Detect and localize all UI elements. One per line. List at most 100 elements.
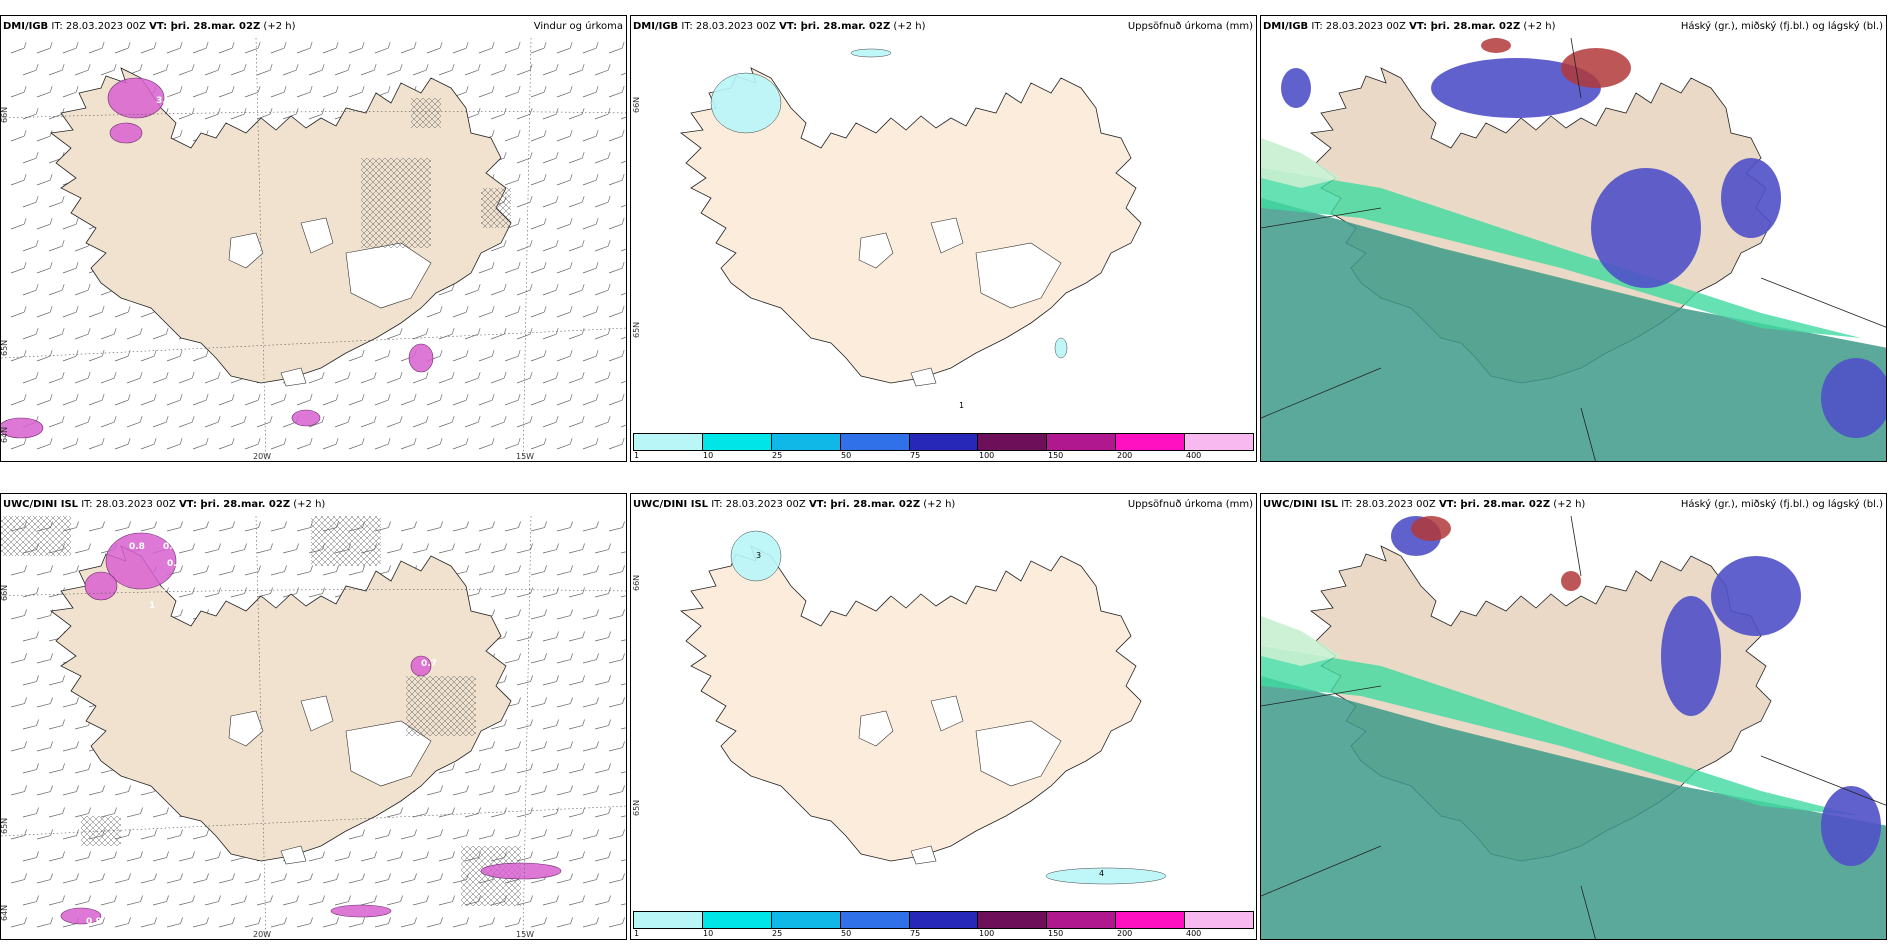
wind-barb-feather: [284, 565, 287, 572]
wind-barb: [308, 113, 323, 120]
wind-barb-feather: [36, 895, 39, 902]
wind-barb-feather: [491, 394, 495, 401]
glacier: [300, 695, 334, 732]
wind-barb: [178, 113, 193, 120]
wind-barb-feather: [414, 917, 417, 924]
wind-barb-feather: [87, 284, 91, 291]
wind-barb: [48, 289, 63, 296]
wind-barb-feather: [154, 521, 157, 528]
wind-barb-feather: [543, 218, 547, 225]
wind-barb-feather: [478, 763, 481, 770]
hatch-line: [408, 225, 432, 249]
wind-barb-feather: [581, 284, 585, 291]
wind-barb-feather: [452, 543, 455, 550]
wind-barb-feather: [88, 895, 91, 902]
wind-barb: [322, 399, 337, 406]
wind-barb: [464, 69, 479, 76]
wind-barb-feather: [621, 394, 625, 401]
wind-barb: [62, 223, 77, 230]
wind-barb: [620, 116, 626, 120]
wind-barb: [114, 879, 129, 884]
wind-barb-feather: [608, 807, 611, 814]
wind-barb-feather: [581, 152, 585, 159]
wind-barb-feather: [231, 42, 235, 49]
wind-barb-feather: [595, 86, 599, 93]
wind-barb-feather: [582, 851, 585, 858]
wind-barb: [204, 593, 219, 598]
wind-barb-feather: [517, 438, 521, 445]
wind-barb: [152, 857, 167, 862]
wind-barb: [582, 311, 597, 318]
wind-barb: [594, 813, 609, 818]
wind-barb: [568, 637, 583, 642]
wind-barb-feather: [439, 438, 443, 445]
wind-barb-feather: [622, 565, 625, 572]
hatch-line: [480, 187, 500, 207]
wind-barb-feather: [622, 521, 625, 528]
hatch-line: [14, 516, 56, 557]
wind-barb-feather: [179, 438, 183, 445]
hatch-line: [62, 547, 72, 557]
wind-barb-feather: [622, 873, 625, 880]
wind-barb-feather: [127, 350, 131, 357]
wind-barb: [244, 47, 259, 54]
wind-barb: [582, 747, 597, 752]
wind-barb: [48, 725, 63, 730]
wind-barb-feather: [114, 851, 117, 858]
wind-barb: [10, 443, 25, 450]
wind-barb: [438, 377, 453, 384]
wind-barb: [204, 901, 219, 906]
panel-dmi-precip: DMI/IGB IT: 28.03.2023 00Z VT: þri. 28.m…: [630, 15, 1257, 462]
wind-barb: [114, 835, 129, 840]
wind-barb-feather: [49, 174, 53, 181]
wind-barb: [478, 527, 493, 532]
wind-barb-feather: [451, 284, 455, 291]
wind-barb: [36, 879, 51, 884]
high-cloud-area: [1561, 48, 1631, 88]
wind-barb-feather: [530, 587, 533, 594]
wind-barb: [478, 91, 493, 98]
hatch-line: [372, 157, 432, 217]
low-cloud-band: [1261, 168, 1861, 338]
wind-barb: [542, 593, 557, 598]
wind-barb-feather: [595, 218, 599, 225]
wind-barb-feather: [400, 895, 403, 902]
wind-barb-feather: [180, 609, 183, 616]
wind-barb-feather: [517, 218, 521, 225]
wind-barb-feather: [607, 152, 611, 159]
wind-barb: [490, 901, 505, 906]
wind-barb-feather: [49, 218, 53, 225]
wind-barb: [270, 923, 285, 928]
wind-barb-feather: [347, 372, 351, 379]
wind-barb-feather: [439, 394, 443, 401]
wind-barb-feather: [102, 917, 105, 924]
wind-barb: [374, 443, 389, 450]
wind-barb: [282, 549, 297, 554]
wind-barb-feather: [544, 565, 547, 572]
wind-barb: [386, 857, 401, 862]
wind-barb: [438, 813, 453, 818]
latitude-line: [1, 327, 626, 359]
wind-barb-feather: [570, 609, 573, 616]
hatch-line: [506, 187, 512, 193]
wind-barb-feather: [322, 587, 325, 594]
wind-barb: [530, 527, 545, 532]
wind-barb-feather: [101, 394, 105, 401]
wind-barb: [594, 421, 609, 428]
wind-barb-feather: [24, 829, 27, 836]
wind-barb-feather: [387, 350, 391, 357]
hatch-line: [314, 516, 366, 567]
panel-header: DMI/IGB IT: 28.03.2023 00Z VT: þri. 28.m…: [631, 16, 1256, 38]
wind-barb: [296, 443, 311, 450]
wind-barb-feather: [387, 438, 391, 445]
wind-barb: [192, 835, 207, 840]
wind-barb-feather: [374, 851, 377, 858]
wind-barb-feather: [492, 609, 495, 616]
wind-barb-feather: [23, 394, 27, 401]
hatch-line: [368, 553, 382, 567]
wind-barb: [308, 901, 323, 906]
wind-barb-feather: [270, 895, 273, 902]
wind-barb: [530, 879, 545, 884]
wind-barb-feather: [388, 521, 391, 528]
precip-map: 1 66N 65N: [631, 38, 1256, 428]
